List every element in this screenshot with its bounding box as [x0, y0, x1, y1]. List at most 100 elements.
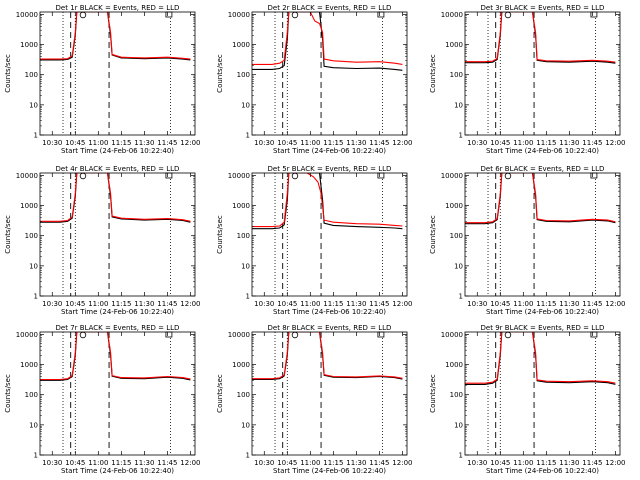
x-tick-label: 11:15	[536, 139, 556, 147]
x-tick-label: 11:30	[346, 139, 366, 147]
x-tick-label: 11:45	[157, 139, 177, 147]
y-axis-label: Counts/sec	[4, 374, 12, 413]
x-tick-label: 10:45	[490, 139, 510, 147]
x-tick-label: 10:30	[42, 300, 62, 308]
x-tick-label: 10:30	[254, 300, 274, 308]
y-tick-label: 1000	[232, 202, 250, 210]
y-tick-label: 1000	[20, 41, 38, 49]
series-line-events	[465, 332, 616, 385]
y-tick-label: 100	[450, 232, 463, 240]
y-tick-label: 1	[459, 132, 463, 140]
circle-marker	[504, 331, 512, 339]
x-tick-label: 10:45	[277, 459, 297, 467]
x-tick-label: 11:30	[346, 300, 366, 308]
x-tick-label: 11:45	[157, 459, 177, 467]
x-tick-label: 11:30	[346, 459, 366, 467]
x-tick-label: 11:15	[536, 459, 556, 467]
y-tick-label: 1	[34, 452, 38, 460]
x-tick-label: 11:45	[582, 139, 602, 147]
chart-title: Det 4r BLACK = Events, RED = LLD	[56, 165, 180, 173]
x-tick-label: 10:45	[65, 300, 85, 308]
y-axis-label: Counts/sec	[216, 215, 224, 254]
plot-frame	[464, 331, 621, 456]
y-tick-label: 1	[459, 293, 463, 301]
series-line-lld	[40, 332, 191, 381]
circle-marker	[504, 172, 512, 180]
chart-panel: 1 10 100 1000 10000 10:30 10:45 11:00 11:15 11:30…	[4, 324, 200, 475]
series-line-events	[40, 332, 191, 381]
y-tick-label: 1	[34, 293, 38, 301]
x-tick-label: 12:00	[605, 300, 625, 308]
x-axis-label: Start Time (24-Feb-06 10:22:40)	[486, 147, 599, 155]
x-tick-label: 11:30	[559, 300, 579, 308]
series-line-events	[252, 332, 403, 381]
series-line-lld	[40, 12, 191, 60]
x-axis-label: Start Time (24-Feb-06 10:22:40)	[61, 467, 174, 475]
x-tick-label: 12:00	[605, 459, 625, 467]
y-axis-label: Counts/sec	[429, 215, 437, 254]
y-tick-label: 100	[237, 232, 250, 240]
y-axis-label: Counts/sec	[216, 54, 224, 93]
y-axis-label: Counts/sec	[429, 54, 437, 93]
x-axis-label: Start Time (24-Feb-06 10:22:40)	[61, 308, 174, 316]
series-line-events	[252, 12, 403, 71]
y-tick-label: 1	[459, 452, 463, 460]
square-marker	[590, 172, 598, 179]
y-tick-label: 10000	[16, 11, 38, 19]
x-tick-label: 10:30	[467, 459, 487, 467]
y-tick-label: 10000	[441, 11, 463, 19]
x-tick-label: 11:30	[559, 459, 579, 467]
y-tick-label: 10	[241, 421, 250, 429]
x-tick-label: 10:30	[42, 139, 62, 147]
circle-marker	[79, 331, 87, 339]
series-line-lld	[465, 12, 616, 63]
x-tick-label: 11:00	[88, 459, 108, 467]
y-tick-label: 10	[454, 101, 463, 109]
y-tick-label: 1000	[445, 41, 463, 49]
chart-title: Det 5r BLACK = Events, RED = LLD	[268, 165, 392, 173]
x-tick-label: 10:30	[42, 459, 62, 467]
x-tick-label: 11:00	[88, 300, 108, 308]
x-tick-label: 12:00	[392, 459, 412, 467]
circle-marker	[79, 11, 87, 19]
x-axis-label: Start Time (24-Feb-06 10:22:40)	[61, 147, 174, 155]
x-tick-label: 12:00	[180, 459, 200, 467]
x-tick-label: 11:45	[369, 139, 389, 147]
y-tick-label: 10000	[441, 331, 463, 339]
x-tick-label: 12:00	[180, 300, 200, 308]
series-line-events	[252, 173, 403, 230]
x-axis-label: Start Time (24-Feb-06 10:22:40)	[273, 467, 386, 475]
x-tick-label: 11:15	[536, 300, 556, 308]
chart-panel: 1 10 100 1000 10000 10:30 10:45 11:00 11:15 11:30…	[4, 165, 200, 316]
y-tick-label: 10	[241, 262, 250, 270]
series-line-events	[465, 173, 616, 225]
chart-title: Det 7r BLACK = Events, RED = LLD	[56, 324, 180, 332]
square-marker	[165, 11, 173, 18]
y-tick-label: 10000	[16, 172, 38, 180]
x-tick-label: 11:15	[323, 139, 343, 147]
y-tick-label: 10000	[228, 11, 250, 19]
x-axis-label: Start Time (24-Feb-06 10:22:40)	[273, 308, 386, 316]
y-tick-label: 100	[237, 71, 250, 79]
x-tick-label: 11:00	[513, 300, 533, 308]
x-tick-label: 12:00	[605, 139, 625, 147]
x-axis-label: Start Time (24-Feb-06 10:22:40)	[486, 467, 599, 475]
circle-marker	[504, 11, 512, 19]
series-line-lld	[465, 173, 616, 224]
y-tick-label: 10000	[228, 331, 250, 339]
x-axis-label: Start Time (24-Feb-06 10:22:40)	[486, 308, 599, 316]
series-line-lld	[252, 173, 403, 228]
square-marker	[590, 331, 598, 338]
x-tick-label: 11:45	[369, 300, 389, 308]
x-tick-label: 11:15	[323, 459, 343, 467]
x-tick-label: 10:30	[254, 139, 274, 147]
x-tick-label: 10:45	[277, 300, 297, 308]
y-tick-label: 100	[237, 391, 250, 399]
series-line-lld	[465, 332, 616, 384]
chart-title: Det 1r BLACK = Events, RED = LLD	[56, 4, 180, 12]
chart-panel: 1 10 100 1000 10000 10:30 10:45 11:00 11:15 11:30…	[216, 324, 412, 475]
x-tick-label: 11:15	[111, 459, 131, 467]
series-line-events	[40, 12, 191, 61]
x-tick-label: 11:00	[88, 139, 108, 147]
